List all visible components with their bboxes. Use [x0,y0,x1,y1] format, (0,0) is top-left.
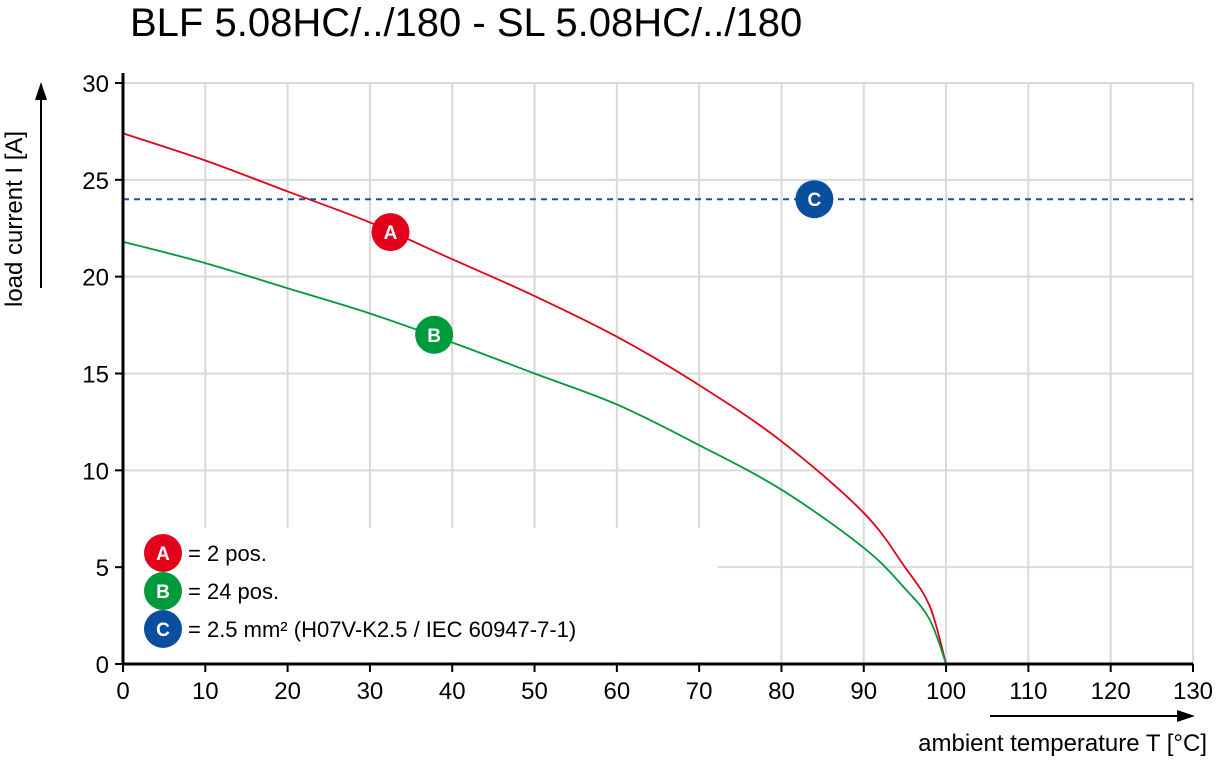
x-tick-label: 80 [768,678,795,705]
y-tick-label: 15 [82,362,109,389]
legend-text-c: = 2.5 mm² (H07V-K2.5 / IEC 60947-7-1) [188,617,576,642]
marker-b-letter: B [427,326,441,347]
y-tick-label: 20 [82,265,109,292]
x-tick-label: 100 [926,678,966,705]
y-tick-label: 0 [96,652,109,679]
y-tick-label: 30 [82,71,109,98]
legend-badge-c-letter: C [156,620,170,641]
x-tick-label: 110 [1009,678,1047,705]
x-tick-label: 30 [357,678,384,705]
x-axis-label: ambient temperature T [°C] [918,730,1207,757]
x-tick-label: 90 [850,678,877,705]
x-axis-arrowhead [1177,710,1195,722]
x-tick-label: 10 [192,678,219,705]
series-group [122,132,1193,665]
chart-title: BLF 5.08HC/../180 - SL 5.08HC/../180 [130,1,802,45]
axes: 0 10 20 30 40 50 60 70 80 90 100 110 120 130 0 5 10 15 20 2… [82,71,1213,705]
legend-badge-b-circle [144,572,182,610]
marker-b-circle [415,315,454,354]
y-axis-arrowhead [35,82,47,100]
marker-c-letter: C [808,190,822,211]
x-tick-label: 40 [439,678,466,705]
legend-badge-b-letter: B [156,582,170,603]
x-tick-label: 20 [274,678,301,705]
y-axis-label: load current I [A] [1,131,28,307]
x-tick-label: 60 [603,678,630,705]
series-line-a [122,132,947,665]
legend-badge-a-circle [144,534,182,572]
x-tick-label: 0 [116,678,129,705]
x-tick-label: 50 [521,678,548,705]
marker-a-circle [371,213,410,252]
legend-badge-a-letter: A [156,544,170,565]
x-tick-label: 130 [1173,678,1213,705]
marker-c-circle [795,180,834,219]
x-tick-label: 70 [686,678,713,705]
legend-badge-c-circle [144,610,182,648]
y-tick-label: 5 [96,555,109,582]
legend-text-b: = 24 pos. [188,579,279,604]
legend-text-a: = 2 pos. [188,541,267,566]
y-tick-label: 10 [82,458,109,485]
marker-a-letter: A [384,223,398,244]
series-line-b [122,240,947,665]
legend: A = 2 pos. B = 24 pos. C = 2.5 mm² (H07V-K2.5… [144,534,576,648]
x-tick-label: 120 [1091,678,1131,705]
markers-group: A B C [371,180,834,354]
y-tick-label: 25 [82,168,109,195]
legend-background [125,528,718,662]
